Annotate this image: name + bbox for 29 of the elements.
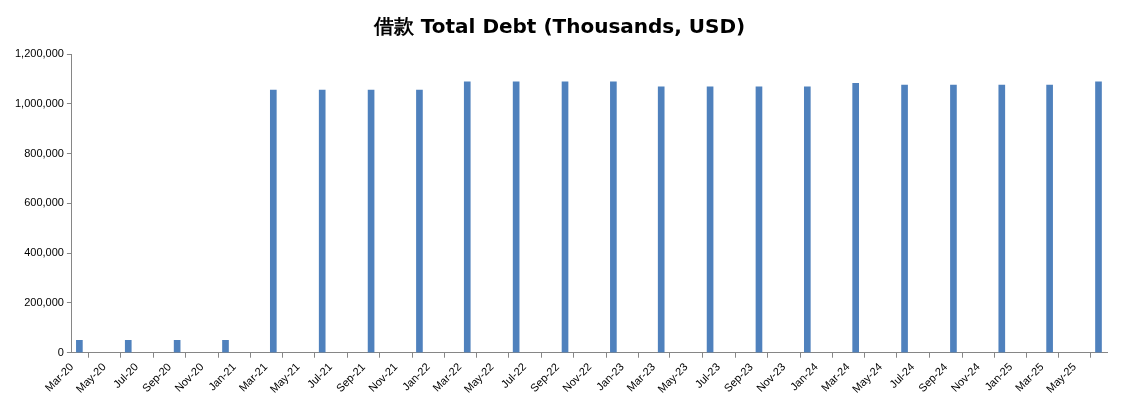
bar	[755, 86, 763, 353]
y-tick-label: 800,000	[24, 146, 64, 159]
bar	[998, 84, 1006, 353]
y-tick-label: 400,000	[24, 246, 64, 259]
y-tick-label: 1,000,000	[15, 96, 64, 109]
bar	[610, 81, 617, 353]
chart-title: 借款 Total Debt (Thousands, USD)	[372, 14, 746, 39]
bar	[76, 339, 83, 353]
bar	[318, 89, 326, 353]
bar	[803, 86, 811, 353]
bar	[901, 84, 908, 353]
bar	[416, 89, 423, 353]
bar	[852, 83, 859, 353]
bar	[367, 89, 375, 353]
bar	[1046, 84, 1053, 353]
y-tick-label: 600,000	[24, 196, 64, 209]
y-tick-label: 0	[57, 345, 64, 358]
bar	[222, 339, 229, 353]
bar	[269, 89, 277, 353]
y-tick-label: 1,200,000	[15, 47, 64, 60]
bar	[1095, 81, 1102, 353]
bar	[950, 84, 957, 353]
y-tick-label: 200,000	[24, 295, 64, 308]
bar	[657, 86, 665, 353]
bar	[124, 339, 132, 353]
bar	[463, 81, 471, 353]
bar	[706, 86, 714, 353]
bar	[512, 81, 520, 353]
bar	[561, 81, 569, 353]
